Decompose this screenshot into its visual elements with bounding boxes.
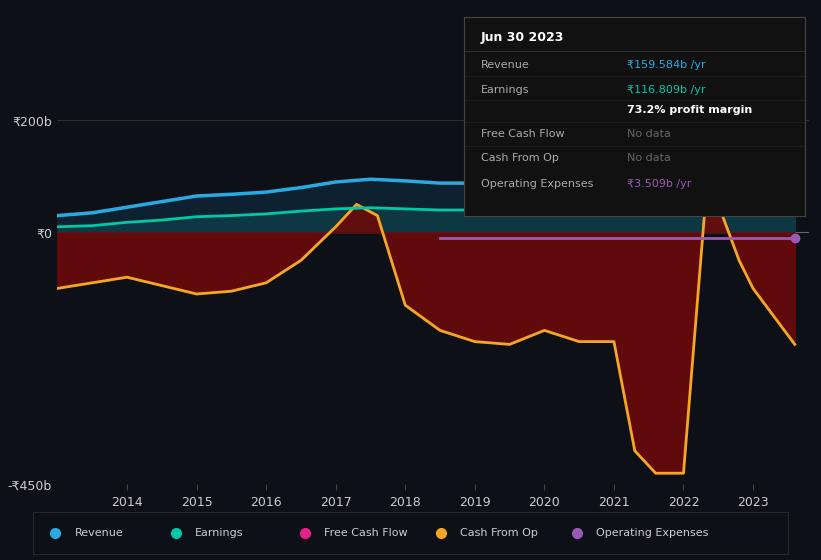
Text: Jun 30 2023: Jun 30 2023: [481, 31, 564, 44]
Text: Cash From Op: Cash From Op: [481, 153, 559, 163]
Text: No data: No data: [627, 129, 672, 139]
Text: ₹116.809b /yr: ₹116.809b /yr: [627, 85, 706, 95]
Text: Free Cash Flow: Free Cash Flow: [481, 129, 565, 139]
Text: ₹159.584b /yr: ₹159.584b /yr: [627, 59, 706, 69]
Text: Cash From Op: Cash From Op: [460, 529, 538, 538]
Text: Operating Expenses: Operating Expenses: [481, 179, 594, 189]
Text: ₹3.509b /yr: ₹3.509b /yr: [627, 179, 692, 189]
Text: Free Cash Flow: Free Cash Flow: [323, 529, 407, 538]
Text: Earnings: Earnings: [481, 85, 530, 95]
Text: Earnings: Earnings: [195, 529, 244, 538]
Text: Revenue: Revenue: [481, 59, 530, 69]
Text: No data: No data: [627, 153, 672, 163]
Text: Revenue: Revenue: [75, 529, 123, 538]
Text: 73.2% profit margin: 73.2% profit margin: [627, 105, 753, 115]
Text: Operating Expenses: Operating Expenses: [595, 529, 708, 538]
